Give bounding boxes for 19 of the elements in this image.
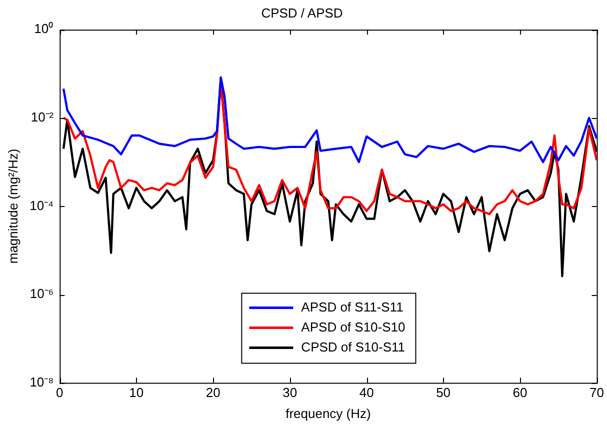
legend-label: APSD of S11-S11: [301, 299, 404, 314]
legend-label: CPSD of S10-S11: [301, 339, 405, 354]
legend-label: APSD of S10-S10: [301, 319, 406, 334]
x-tick-label: 50: [436, 385, 451, 400]
x-tick-label: 70: [590, 385, 604, 400]
y-tick-label: 10⁰: [34, 21, 54, 36]
y-tick-label: 10⁻⁶: [30, 286, 54, 302]
x-tick-label: 60: [512, 385, 528, 400]
x-tick-label: 0: [56, 385, 64, 400]
x-tick-label: 20: [206, 385, 220, 400]
chart-title: CPSD / APSD: [261, 5, 343, 20]
x-axis-title: frequency (Hz): [286, 406, 371, 421]
x-tick-label: 40: [359, 385, 374, 400]
y-tick-label: 10⁻⁴: [30, 198, 54, 213]
y-axis-title: magnitude (mg²/Hz): [5, 148, 20, 264]
y-tick-label: 10⁻²: [30, 109, 54, 124]
y-tick-label: 10⁻⁸: [30, 374, 54, 390]
x-tick-label: 10: [129, 385, 144, 400]
x-tick-label: 30: [282, 385, 298, 400]
